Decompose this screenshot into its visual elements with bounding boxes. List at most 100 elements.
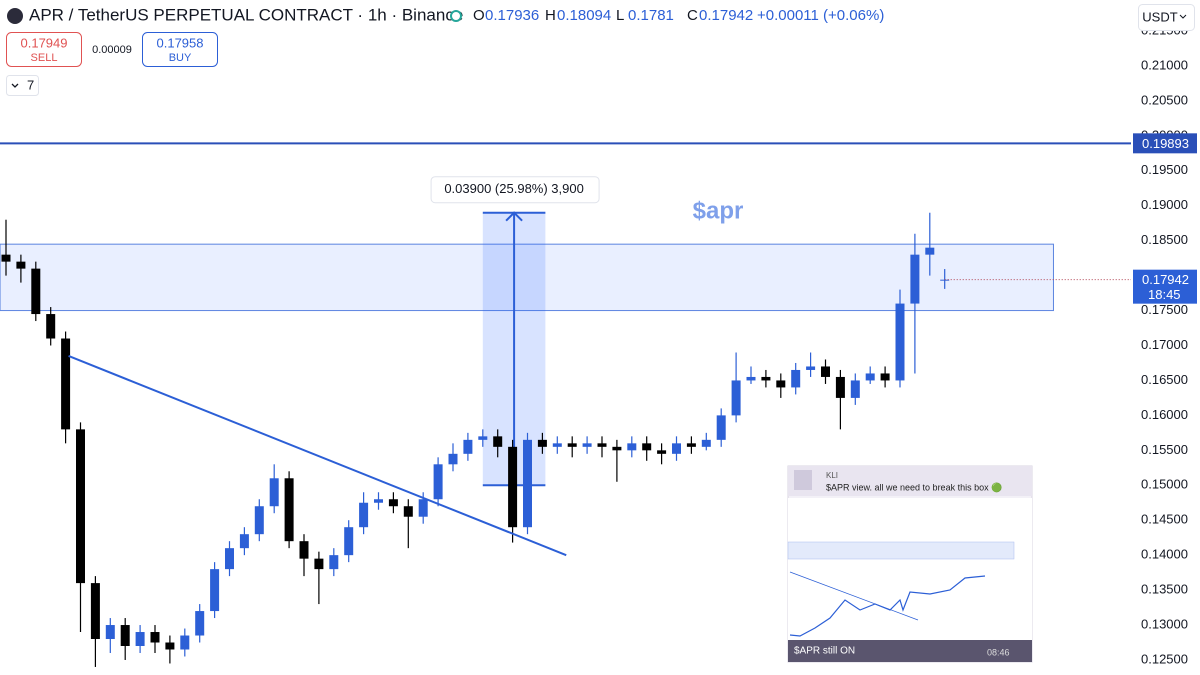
inset-trend [789, 571, 919, 621]
candle-body [195, 611, 205, 636]
candle-body [180, 635, 190, 650]
y-tick-label: 0.15000 [1141, 477, 1188, 492]
candle-body [120, 625, 130, 646]
candle-body [612, 446, 622, 451]
y-tick-label: 0.16500 [1141, 372, 1188, 387]
ohlc-key: C [687, 7, 698, 24]
candle-body [686, 443, 696, 447]
chevron [11, 83, 19, 88]
candle-body [850, 380, 860, 398]
candle-body [31, 268, 41, 315]
candle-body [508, 446, 518, 528]
inset-price [789, 575, 986, 637]
buy-button[interactable] [142, 32, 218, 67]
sell-label: SELL [31, 52, 58, 64]
ohlc-key: O [473, 7, 485, 24]
candle-body [880, 373, 890, 381]
candle-body [776, 380, 786, 388]
candle-body [746, 376, 756, 381]
candle-body [448, 453, 458, 465]
ohlc-key: L [616, 7, 624, 24]
candle-body [731, 380, 741, 416]
y-tick-label: 0.17500 [1141, 302, 1188, 317]
inset-zone [787, 541, 1015, 560]
candle-body [239, 534, 249, 549]
candle-body [657, 450, 667, 454]
sell-button[interactable] [6, 32, 82, 67]
inset-footer [788, 640, 1032, 662]
y-tick-label: 0.13500 [1141, 582, 1188, 597]
candle-body [597, 443, 607, 447]
y-tick-label: 0.15500 [1141, 442, 1188, 457]
candle-body [463, 439, 473, 454]
chevron [1179, 14, 1187, 19]
inset: KLI $APR view. all we need to break this… [787, 465, 1033, 663]
candle-body [523, 439, 532, 528]
annotation: $apr [693, 197, 744, 224]
candle-body [627, 443, 637, 451]
candle-body [105, 625, 115, 640]
candle-body [791, 369, 801, 388]
y-tick-label: 0.14000 [1141, 547, 1188, 562]
candle-body [165, 642, 175, 650]
y-tick-label: 0.13000 [1141, 616, 1188, 631]
candle-body [552, 443, 562, 447]
currency-button[interactable] [1138, 4, 1195, 31]
spread: 0.00009 [92, 44, 132, 56]
zone-box [0, 243, 1054, 312]
y-tick-label: 0.19500 [1141, 162, 1188, 177]
candle-body [716, 415, 726, 440]
candle-body [269, 478, 279, 507]
y-tick-label: 0.16000 [1141, 407, 1188, 422]
y-tick-label: 0.18500 [1141, 232, 1188, 247]
inset-header [788, 466, 1032, 496]
level-label-box [1133, 133, 1197, 154]
candle-body [567, 443, 577, 447]
candle-body [150, 632, 160, 643]
candle-body [284, 478, 294, 542]
candle-body [821, 366, 830, 377]
logo [7, 8, 23, 24]
ohlc-value: 0.18094 [557, 7, 611, 24]
candle-body [865, 373, 875, 381]
candle-body [344, 527, 354, 556]
measure-label: 0.03900 (25.98%) 3,900 [444, 181, 584, 196]
candle-body [359, 502, 369, 528]
candle-body [1, 254, 11, 262]
indicator-toggle[interactable] [6, 75, 39, 96]
candle-body [925, 247, 935, 255]
candle-body [582, 443, 592, 447]
inset-caption: $APR still ON [794, 646, 855, 657]
candle-body [299, 541, 309, 559]
candle-body [254, 506, 264, 535]
candle-body [90, 583, 100, 640]
candle-body [46, 314, 56, 339]
last-price-box [1133, 269, 1197, 304]
candle-body [225, 548, 234, 570]
candle-body [433, 464, 443, 500]
last-price-label: 0.17942 [1142, 272, 1189, 287]
ohlc-value: 0.1781 [628, 7, 674, 24]
measure-label-box [430, 176, 600, 204]
sell-price: 0.17949 [21, 35, 68, 50]
candle-body [537, 439, 547, 447]
ohlc-value: 0.17942 [699, 7, 753, 24]
inset-author: KLI [826, 471, 838, 480]
candle-body [493, 436, 503, 447]
currency: USDT [1142, 9, 1177, 24]
candle-body [16, 261, 26, 269]
y-tick-label: 0.21000 [1141, 57, 1188, 72]
candle-body [76, 429, 85, 584]
inset-thumb [794, 470, 812, 490]
level-label: 0.19893 [1142, 136, 1189, 151]
candle-body [672, 443, 681, 454]
buy-label: BUY [169, 52, 192, 64]
trendline [68, 355, 567, 557]
ohlc-key: H [545, 7, 556, 24]
candle-body [329, 555, 339, 570]
candle-body [835, 376, 845, 398]
candle-body [135, 632, 145, 646]
candle-body [478, 436, 488, 440]
buy-price: 0.17958 [157, 35, 204, 50]
countdown: 18:45 [1148, 287, 1181, 302]
